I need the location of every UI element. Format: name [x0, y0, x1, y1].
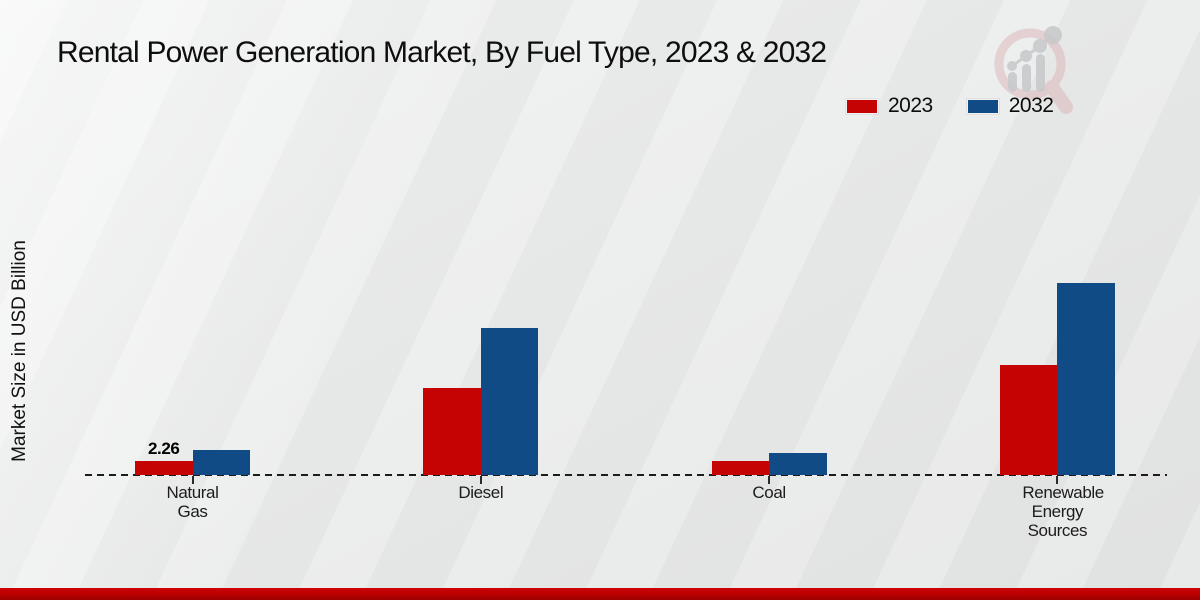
legend-item-2032: 2032 — [966, 94, 1054, 118]
bar-2032-renewable-energy-sources — [1057, 283, 1115, 475]
bar-2023-natural-gas — [135, 460, 193, 475]
x-axis-tick — [768, 476, 771, 484]
bar-2023-coal — [711, 461, 770, 475]
x-axis-tick — [191, 476, 194, 484]
bar-2023-diesel — [423, 387, 481, 475]
bar-2023-renewable-energy-sources — [999, 364, 1058, 475]
legend-item-2023: 2023 — [846, 94, 933, 118]
x-axis-tick — [1056, 476, 1059, 484]
bar-value-label: 2.26 — [148, 438, 180, 458]
x-axis-baseline — [85, 474, 1167, 476]
x-category-label-coal: Coal — [752, 483, 786, 502]
x-category-label-renewable-energy-sources: Renewable Energy Sources — [1022, 483, 1104, 540]
legend-label-2023: 2023 — [888, 94, 933, 117]
brand-watermark-icon — [982, 20, 1082, 125]
chart-title: Rental Power Generation Market, By Fuel … — [57, 36, 827, 69]
bar-2032-natural-gas — [192, 450, 250, 475]
legend: 2023 2032 — [846, 94, 1054, 118]
bar-2032-coal — [769, 453, 827, 475]
x-category-label-natural-gas: Natural Gas — [166, 483, 219, 521]
x-axis-tick — [479, 476, 482, 484]
x-category-label-diesel: Diesel — [458, 483, 504, 502]
legend-label-2032: 2032 — [1008, 94, 1054, 117]
footer-band — [0, 588, 1200, 600]
legend-swatch-2032-icon — [966, 98, 999, 114]
bar-2032-diesel — [480, 328, 539, 475]
legend-swatch-2023-icon — [846, 98, 878, 114]
